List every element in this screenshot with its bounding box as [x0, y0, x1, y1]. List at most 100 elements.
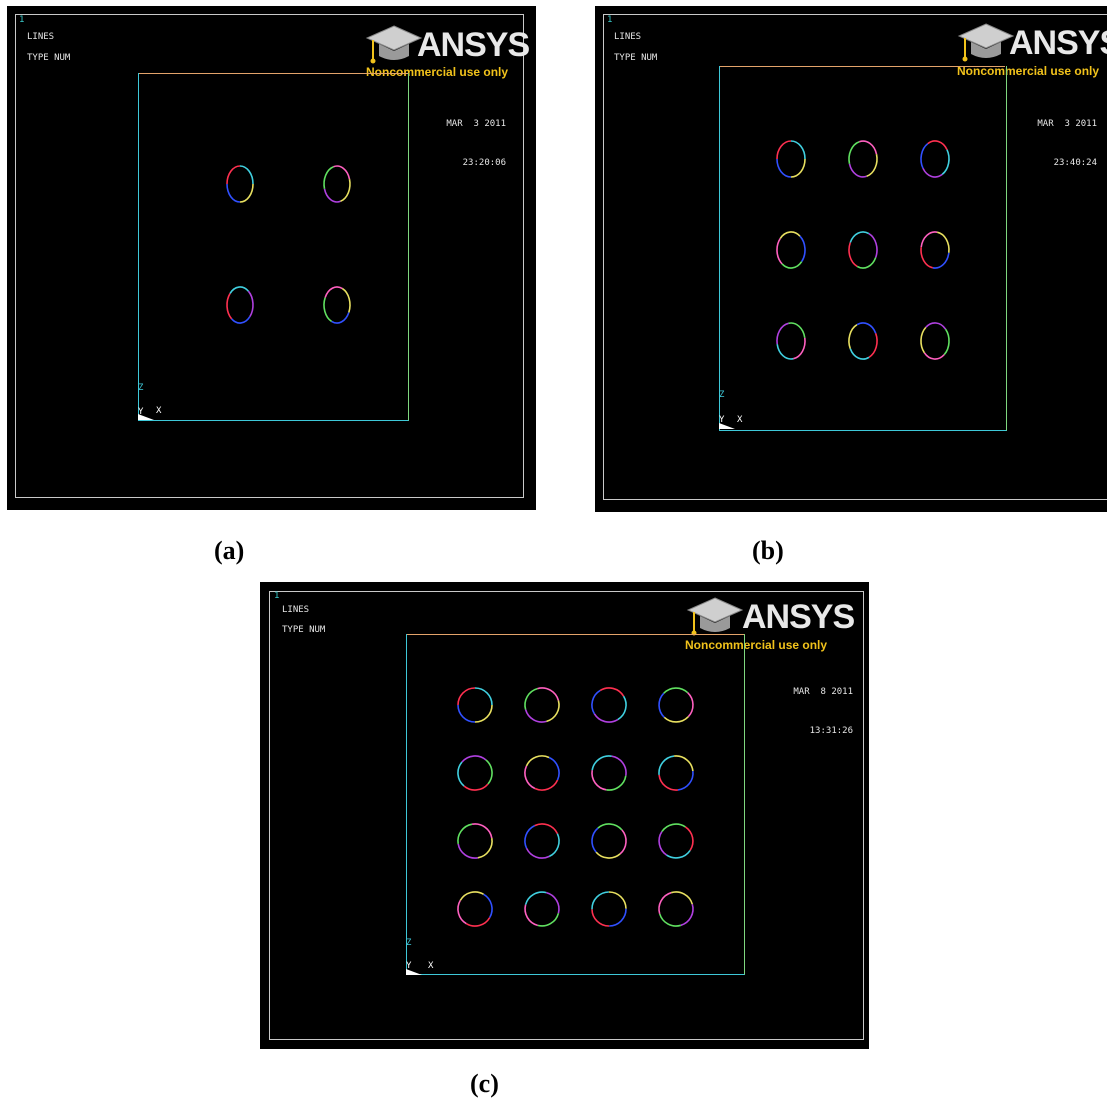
hole-arc-segment — [548, 756, 560, 781]
label-type-num: TYPE NUM — [614, 53, 658, 63]
hole-arc-segment — [779, 231, 801, 239]
hole-outline — [323, 165, 351, 203]
hole-arc-segment — [920, 247, 934, 269]
hole-outline — [457, 755, 493, 791]
hole-arc-segment — [848, 324, 858, 349]
hole-arc-segment — [868, 232, 878, 258]
logo-brand: ANSYS — [742, 598, 855, 636]
hole-arc-segment — [788, 322, 806, 339]
hole-arc-segment — [597, 823, 623, 831]
hole-outline — [524, 891, 560, 927]
caption-b: (b) — [752, 536, 784, 565]
hole-arc-segment — [524, 904, 538, 927]
plate-top-edge — [719, 66, 1005, 67]
hole-arc-segment — [457, 899, 467, 925]
hole-arc-segment — [776, 158, 792, 178]
hole-arc-segment — [463, 783, 489, 791]
hole-arc-segment — [781, 261, 803, 269]
hole-arc-segment — [593, 713, 619, 723]
axis-x-label: X — [737, 415, 743, 425]
hole-arc-segment — [537, 913, 560, 927]
hole-arc-segment — [226, 165, 241, 185]
window-number: 1 — [19, 15, 25, 25]
hole-arc-segment — [457, 823, 473, 845]
hole-arc-segment — [658, 774, 678, 791]
panel-a: 1 LINES TYPE NUM ANSYS Noncommercial use… — [7, 6, 536, 510]
ansys-logo: ANSYS Noncommercial use only — [363, 18, 530, 88]
date-text: MAR 3 2011 — [1037, 119, 1097, 129]
date-stamp: MAR 3 2011 23:40:24 — [1037, 92, 1097, 196]
hole-arc-segment — [226, 292, 233, 320]
hole-arc-segment — [920, 231, 938, 248]
hole-outline — [776, 231, 806, 269]
hole-arc-segment — [591, 689, 601, 715]
hole-outline — [658, 687, 694, 723]
hole-arc-segment — [474, 687, 493, 706]
hole-outline — [848, 231, 878, 269]
hole-arc-segment — [666, 849, 691, 859]
date-text: MAR 3 2011 — [446, 119, 506, 129]
hole-arc-segment — [849, 348, 870, 360]
axis-z-label: Z — [719, 390, 725, 400]
hole-arc-segment — [595, 851, 621, 859]
holes-layer — [226, 165, 351, 324]
panel-b: 1 LINES TYPE NUM ANSYS Noncommercial use… — [595, 6, 1107, 512]
hole-arc-segment — [591, 909, 610, 927]
hole-arc-segment — [226, 183, 241, 203]
panel-c: 1 LINES TYPE NUM ANSYS Noncommercial use… — [260, 582, 869, 1049]
hole-arc-segment — [524, 687, 538, 710]
plate-outline — [406, 634, 745, 975]
hole-arc-segment — [230, 316, 251, 324]
hole-arc-segment — [687, 692, 694, 718]
hole-arc-segment — [658, 692, 665, 718]
hole-arc-segment — [670, 891, 694, 905]
hole-arc-segment — [674, 755, 694, 772]
viewport-frame — [269, 591, 864, 1040]
hole-outline — [776, 322, 806, 360]
hole-arc-segment — [229, 286, 250, 294]
hole-arc-segment — [932, 252, 950, 269]
hole-arc-segment — [534, 779, 559, 791]
label-lines: LINES — [614, 32, 642, 42]
plate-top-edge — [138, 73, 408, 74]
axis-y-label: Y — [406, 961, 412, 971]
hole-arc-segment — [849, 231, 870, 243]
hole-arc-segment — [457, 687, 476, 706]
hole-arc-segment — [799, 235, 806, 263]
logo-noncommercial-tag: Noncommercial use only — [957, 64, 1100, 78]
hole-outline — [524, 755, 560, 791]
hole-outline — [658, 755, 694, 791]
hole-outline — [776, 140, 806, 178]
date-stamp: MAR 3 2011 23:20:06 — [446, 92, 506, 196]
hole-arc-segment — [619, 829, 627, 855]
hole-arc-segment — [922, 167, 943, 178]
label-lines: LINES — [282, 605, 310, 615]
hole-arc-segment — [920, 142, 929, 169]
hole-outline — [226, 165, 254, 203]
label-type-num: TYPE NUM — [282, 625, 326, 635]
graduation-cap-icon — [365, 25, 423, 64]
hole-arc-segment — [920, 326, 927, 354]
hole-outline — [658, 891, 694, 927]
hole-arc-segment — [459, 891, 485, 901]
hole-arc-segment — [677, 771, 694, 791]
hole-arc-segment — [524, 891, 547, 905]
hole-arc-segment — [485, 759, 493, 785]
hole-arc-segment — [609, 908, 627, 927]
plate-outline — [719, 66, 1007, 431]
hole-arc-segment — [546, 891, 560, 914]
date-text: MAR 8 2011 — [793, 687, 853, 697]
ansys-logo: ANSYS Noncommercial use only — [955, 16, 1107, 86]
hole-arc-segment — [658, 755, 675, 775]
hole-arc-segment — [856, 322, 877, 334]
hole-arc-segment — [534, 823, 559, 835]
hole-outline — [848, 322, 878, 360]
hole-arc-segment — [333, 165, 351, 180]
hole-arc-segment — [591, 891, 609, 910]
hole-arc-segment — [546, 700, 560, 723]
hole-arc-segment — [848, 140, 860, 164]
hole-arc-segment — [606, 775, 627, 791]
hole-arc-segment — [599, 687, 625, 697]
logo-brand: ANSYS — [417, 26, 530, 64]
hole-arc-segment — [457, 704, 476, 723]
